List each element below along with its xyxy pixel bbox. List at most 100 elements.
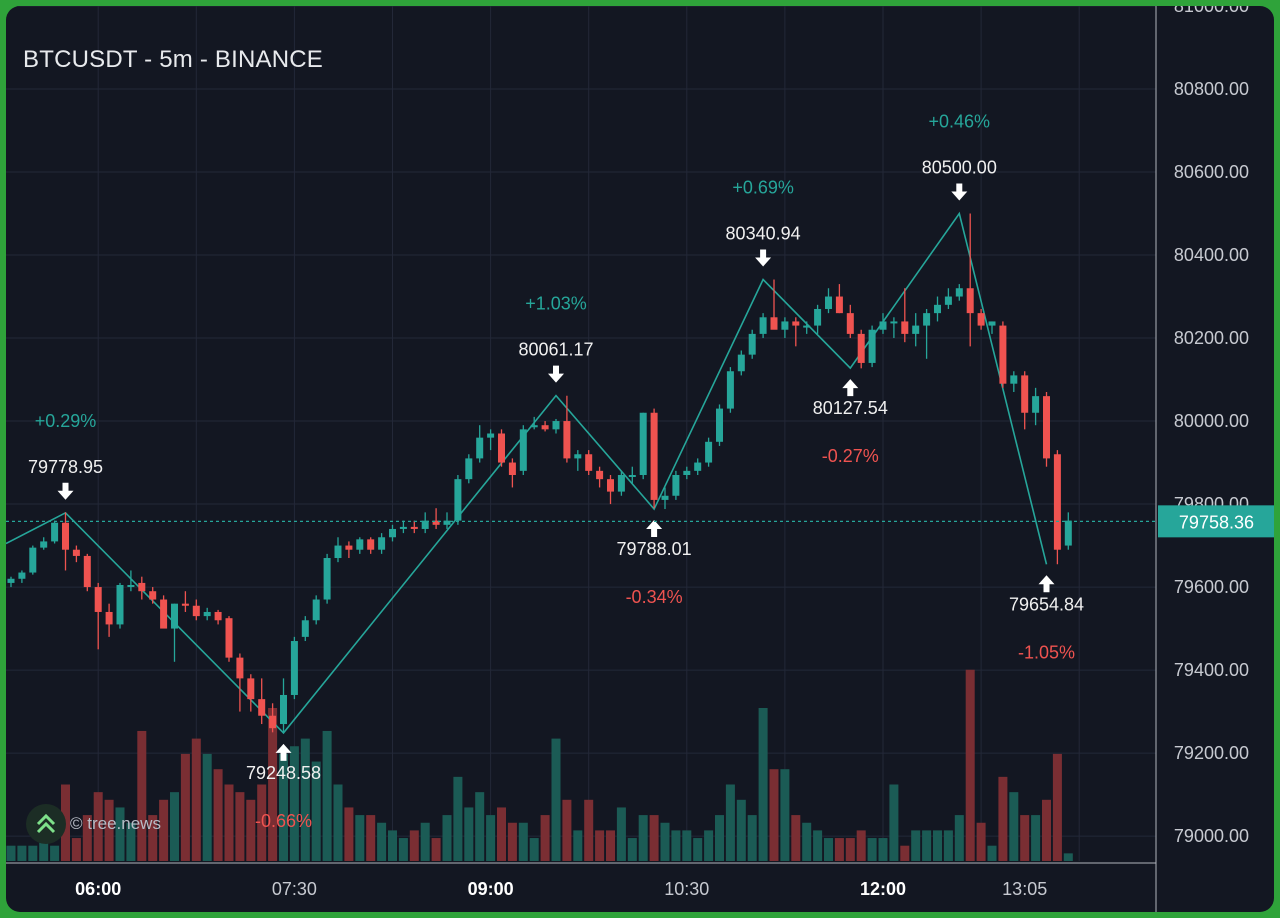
candle-body <box>955 288 963 297</box>
candle <box>192 599 200 621</box>
candle <box>62 512 69 571</box>
candle-body <box>312 599 320 621</box>
candle <box>29 545 37 575</box>
volume-bar <box>300 738 310 861</box>
candle-body <box>585 454 593 471</box>
arrow-up-icon <box>842 379 859 397</box>
y-tick-label: 80200.00 <box>1174 328 1249 348</box>
candle <box>367 537 375 554</box>
chart-title: BTCUSDT - 5m - BINANCE <box>23 46 323 73</box>
candle <box>672 470 680 500</box>
candle <box>149 587 157 604</box>
candle <box>661 487 669 510</box>
candle-body <box>650 412 658 500</box>
candle <box>563 395 571 463</box>
pivot-price-label: 80061.17 <box>518 340 593 360</box>
pivot-high: 80061.17 +1.03% <box>518 294 594 383</box>
pivot-high: 80340.94 +0.69% <box>726 178 801 267</box>
candle-body <box>399 526 407 529</box>
candle-body <box>912 325 920 334</box>
candle <box>1064 512 1072 550</box>
candle <box>258 678 266 725</box>
candle <box>552 418 560 434</box>
candle <box>999 321 1007 388</box>
candle <box>465 454 473 484</box>
chart-frame: 79778.95 +0.29% 79248.58 -0.66% 80061.17 +1.0… <box>6 6 1274 912</box>
pivot-percent-label: +0.29% <box>35 411 97 431</box>
candle-body <box>72 549 80 556</box>
candle <box>18 570 26 583</box>
candle <box>966 213 974 347</box>
volume-bar <box>562 799 572 861</box>
volume-bar <box>965 669 975 861</box>
arrow-up-icon <box>275 743 292 761</box>
candle <box>607 475 614 505</box>
candle <box>7 576 15 588</box>
pivot-low: 80127.54 -0.27% <box>813 379 888 466</box>
candle-body <box>258 699 266 716</box>
volume-bar <box>311 761 321 861</box>
candle-body <box>192 605 200 617</box>
volume-bar <box>802 822 812 861</box>
candle-body <box>683 470 691 476</box>
zigzag-line <box>6 211 1048 735</box>
y-tick-label: 80800.00 <box>1174 79 1249 99</box>
y-tick-label: 79200.00 <box>1174 743 1249 763</box>
candle <box>454 475 462 525</box>
candle-body <box>890 321 898 324</box>
candle-body <box>454 479 462 521</box>
volume-bar <box>616 807 626 861</box>
volume-bar <box>791 815 801 861</box>
candle <box>683 466 691 480</box>
volume-bar <box>93 792 103 861</box>
candle <box>487 429 495 451</box>
candle <box>716 404 723 446</box>
candle <box>236 653 244 712</box>
candlestick-chart[interactable]: 79778.95 +0.29% 79248.58 -0.66% 80061.17 +1.0… <box>6 6 1274 912</box>
candle-body <box>846 313 854 334</box>
volume-bar <box>627 838 637 861</box>
candle-body <box>280 694 287 725</box>
volume-bar <box>507 822 517 861</box>
candle <box>247 674 255 712</box>
watermark: © tree.news <box>26 804 161 844</box>
candle <box>988 321 996 334</box>
pivot-price-label: 80340.94 <box>726 224 801 244</box>
volume-bar <box>704 830 714 861</box>
volume-bar <box>159 799 169 861</box>
volume-bar <box>758 708 768 861</box>
volume-bar <box>279 753 288 861</box>
pivot-price-label: 79654.84 <box>1009 594 1084 614</box>
candle-body <box>18 572 26 579</box>
candle <box>160 595 168 629</box>
pivot-percent-label: -1.05% <box>1018 642 1075 662</box>
candle-body <box>879 321 887 330</box>
candle <box>694 458 702 476</box>
candle <box>389 524 396 542</box>
candle <box>312 595 320 625</box>
volume-bar <box>834 838 844 861</box>
pivot-percent-label: +1.03% <box>525 294 587 314</box>
volume-bar <box>17 845 27 861</box>
volume-bar <box>725 784 735 861</box>
volume-bar <box>856 830 866 861</box>
candle <box>628 466 636 484</box>
volume-bar <box>769 769 779 861</box>
arrow-down-icon <box>57 482 74 500</box>
volume-bar <box>420 822 430 861</box>
volume-bar <box>638 815 648 861</box>
volume-bar <box>693 838 703 861</box>
candle-body <box>541 425 549 430</box>
candle <box>541 421 549 432</box>
volume-bar <box>987 845 997 861</box>
pivot-percent-label: +0.46% <box>929 112 991 132</box>
candle <box>825 288 832 314</box>
candle <box>181 591 189 612</box>
y-tick-label: 80600.00 <box>1174 162 1249 182</box>
candle <box>792 317 800 347</box>
candle <box>955 284 963 301</box>
candle <box>214 609 222 625</box>
candle <box>399 520 407 534</box>
candle-body <box>149 591 157 600</box>
volume-bar <box>442 815 452 861</box>
